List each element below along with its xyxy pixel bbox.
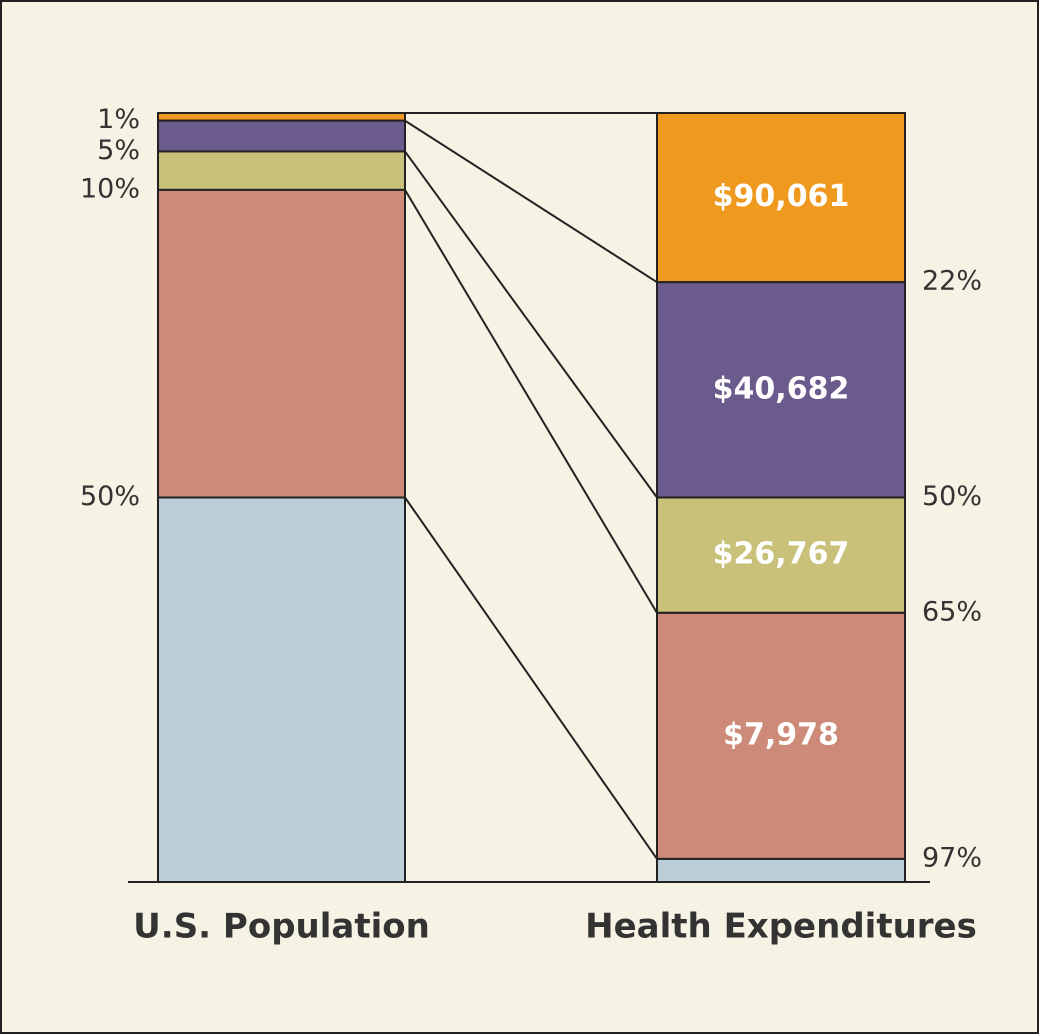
spending-label: $90,061 (713, 179, 850, 214)
y2-tick-label: 22% (922, 266, 982, 297)
bar-segment (656, 611, 906, 860)
bar-segment (656, 281, 906, 499)
y2-tick-label: 97% (922, 842, 982, 873)
y2-tick-label: 65% (922, 596, 982, 627)
category-label: U.S. Population (133, 907, 430, 947)
bar-segment (656, 496, 906, 614)
spending-label: $7,978 (723, 717, 839, 752)
bar-segment (157, 188, 406, 499)
bar-segment (157, 150, 406, 191)
bar-segment (157, 119, 406, 153)
connector (404, 150, 658, 499)
bar-segment (656, 112, 906, 284)
y2-tick-label: 50% (922, 481, 982, 512)
y-tick-label: 10% (80, 173, 140, 204)
y-tick-label: 1% (97, 104, 140, 135)
spending-label: $40,682 (713, 371, 850, 406)
y-tick-label: 50% (80, 481, 140, 512)
category-label: Health Expenditures (585, 907, 977, 947)
bar-segment (157, 112, 406, 122)
bar-segment (157, 496, 406, 883)
y-tick-label: 5% (97, 135, 140, 166)
spending-label: $26,767 (713, 537, 850, 572)
connector (404, 189, 658, 614)
connector (404, 119, 658, 284)
connector (404, 496, 658, 860)
bar-segment (656, 857, 906, 883)
